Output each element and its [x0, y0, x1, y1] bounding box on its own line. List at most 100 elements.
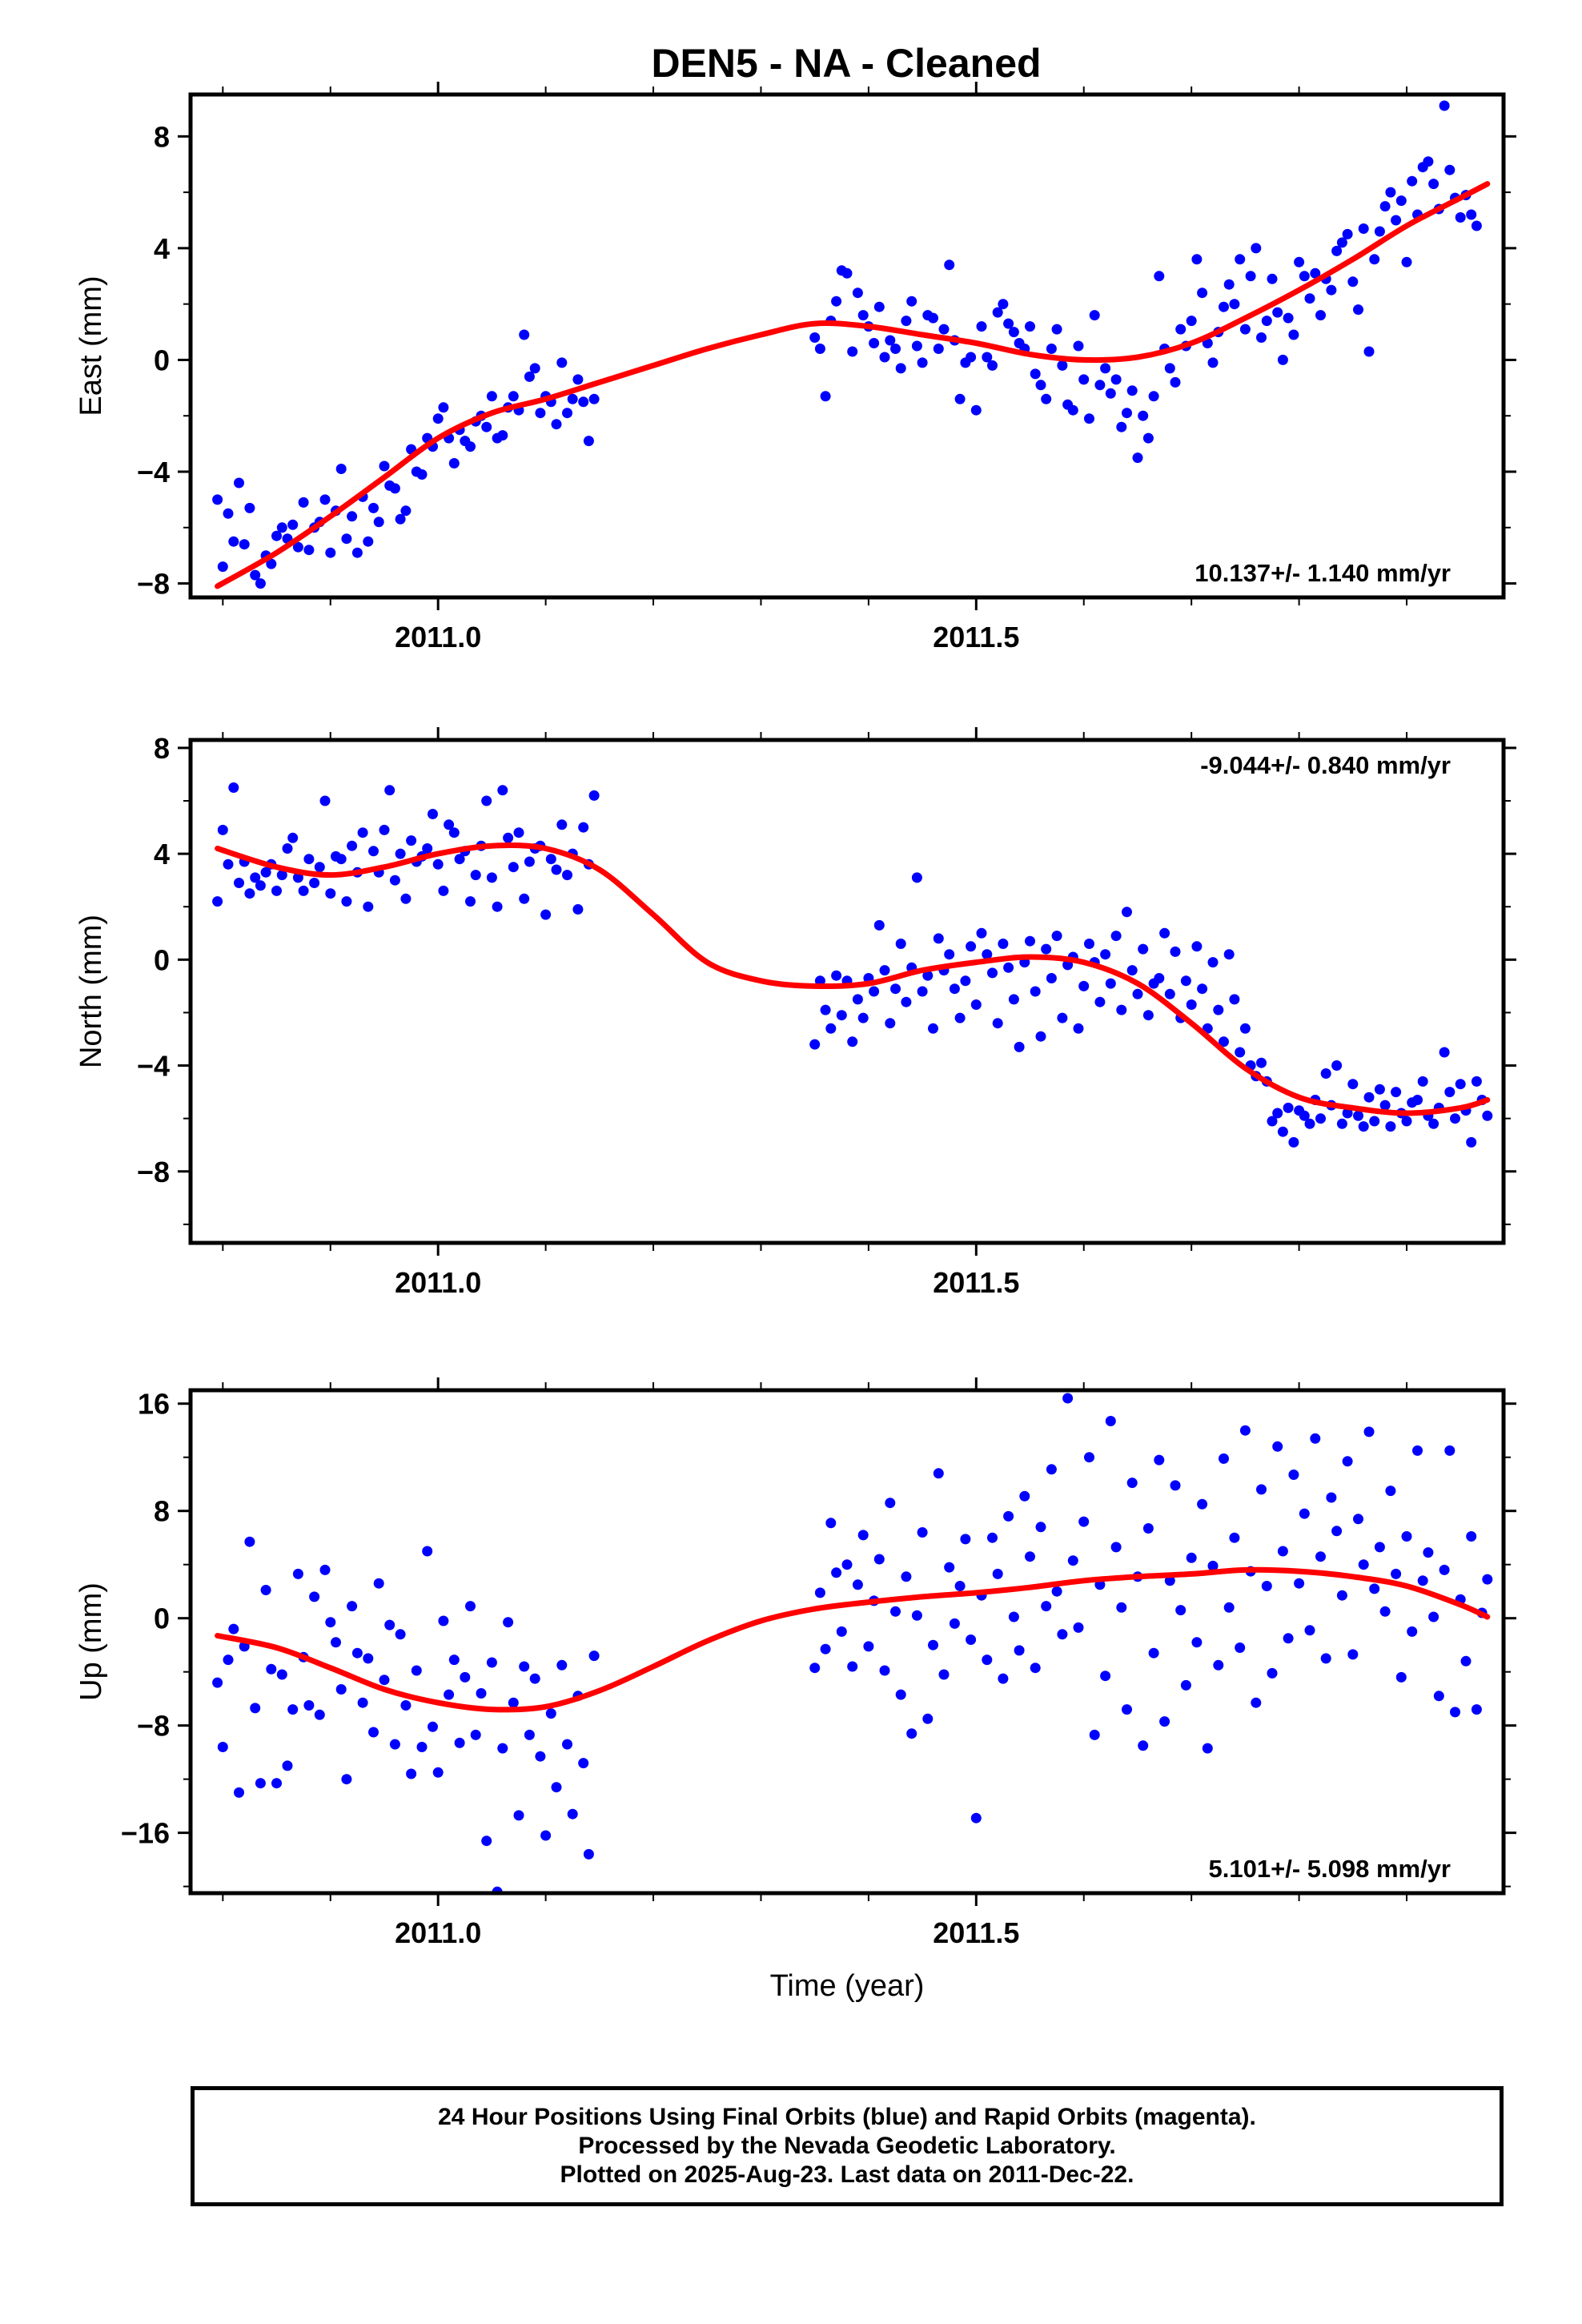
data-point — [540, 909, 552, 920]
data-point — [911, 1610, 922, 1621]
data-point — [1138, 1740, 1149, 1751]
data-point — [271, 1778, 282, 1789]
data-point — [852, 994, 863, 1005]
data-point — [895, 363, 906, 374]
data-point — [303, 545, 315, 556]
model-curve — [215, 1566, 1491, 1713]
data-point — [217, 1742, 228, 1752]
data-point — [250, 1703, 261, 1714]
data-point — [545, 854, 556, 865]
data-point — [282, 1760, 293, 1771]
data-point — [1057, 1012, 1068, 1023]
data-point — [1267, 1116, 1278, 1127]
panel-3: 2011.0 2011.5 −16 −8 0 8 16 Up (mm) Time (year) 5… — [74, 1377, 1516, 2003]
data-point — [1073, 1023, 1084, 1034]
data-point — [1180, 975, 1191, 987]
data-point — [465, 1601, 476, 1612]
data-point — [357, 827, 368, 838]
data-point — [448, 1655, 460, 1666]
data-point — [1363, 1092, 1375, 1103]
data-point — [1288, 1136, 1299, 1148]
data-point — [852, 287, 863, 299]
data-point — [486, 391, 497, 402]
data-point — [1186, 999, 1197, 1010]
data-point — [303, 1700, 315, 1711]
data-point — [331, 1637, 341, 1648]
data-point — [960, 975, 971, 987]
data-point — [1191, 941, 1203, 952]
data-point — [1219, 301, 1229, 312]
data-point — [1105, 978, 1116, 989]
data-point — [1126, 965, 1138, 976]
data-point — [1358, 1559, 1369, 1570]
data-point — [901, 1571, 912, 1582]
plot-area — [212, 100, 1491, 589]
data-point — [1294, 256, 1305, 267]
y-tick-label: −8 — [137, 1710, 170, 1743]
data-point — [1471, 1704, 1482, 1715]
x-tick-label: 2011.0 — [395, 1916, 481, 1949]
data-point — [1110, 1542, 1122, 1553]
data-point — [1035, 380, 1046, 391]
data-point — [966, 352, 977, 363]
data-point — [583, 1848, 594, 1860]
data-point — [1003, 318, 1014, 329]
y-tick-label: 8 — [154, 1495, 170, 1528]
data-point — [1391, 215, 1402, 226]
data-point — [933, 344, 944, 354]
data-point — [428, 809, 438, 819]
data-point — [1078, 374, 1090, 385]
data-point — [954, 1581, 966, 1591]
data-point — [1175, 1605, 1186, 1616]
data-point — [363, 1653, 374, 1664]
data-point — [250, 569, 261, 581]
x-tick-label: 2011.5 — [933, 1916, 1019, 1949]
data-point — [497, 1743, 508, 1754]
data-point — [1353, 1514, 1363, 1525]
data-point — [1315, 1113, 1326, 1124]
data-point — [1229, 299, 1240, 310]
data-point — [1003, 962, 1014, 973]
data-point — [1159, 927, 1170, 939]
data-point — [1154, 271, 1165, 282]
data-point — [379, 1675, 390, 1686]
data-point — [1331, 1526, 1343, 1537]
data-point — [1100, 1671, 1111, 1682]
data-point — [982, 949, 993, 960]
data-point — [1439, 1047, 1450, 1058]
data-point — [1186, 316, 1197, 327]
data-point — [976, 927, 987, 939]
data-point — [841, 1559, 853, 1570]
data-point — [885, 335, 896, 346]
rate-label: 5.101+/- 5.098 mm/yr — [1209, 1855, 1451, 1883]
data-point — [1051, 324, 1062, 335]
data-point — [508, 1697, 519, 1708]
data-point — [1412, 1095, 1423, 1105]
data-point — [1450, 1113, 1460, 1124]
data-point — [1170, 1480, 1181, 1491]
data-point — [578, 822, 589, 833]
data-point — [1401, 256, 1412, 267]
y-tick-label: 4 — [154, 838, 170, 870]
data-point — [1385, 1121, 1396, 1132]
data-point — [809, 1039, 821, 1050]
data-point — [351, 547, 363, 558]
data-point — [416, 1742, 428, 1752]
data-point — [847, 1661, 858, 1672]
data-point — [1407, 175, 1418, 187]
data-point — [524, 371, 535, 382]
data-point — [497, 430, 508, 441]
data-point — [895, 939, 906, 949]
data-point — [1164, 363, 1175, 374]
data-point — [588, 393, 600, 404]
data-point — [379, 824, 390, 835]
y-axis-label: North (mm) — [74, 915, 108, 1068]
data-point — [847, 346, 858, 357]
data-point — [379, 460, 390, 472]
data-point — [1207, 357, 1219, 368]
data-point — [873, 1554, 885, 1565]
data-point — [1008, 327, 1019, 338]
data-point — [260, 866, 271, 878]
data-point — [1407, 1626, 1418, 1637]
data-point — [287, 519, 299, 530]
